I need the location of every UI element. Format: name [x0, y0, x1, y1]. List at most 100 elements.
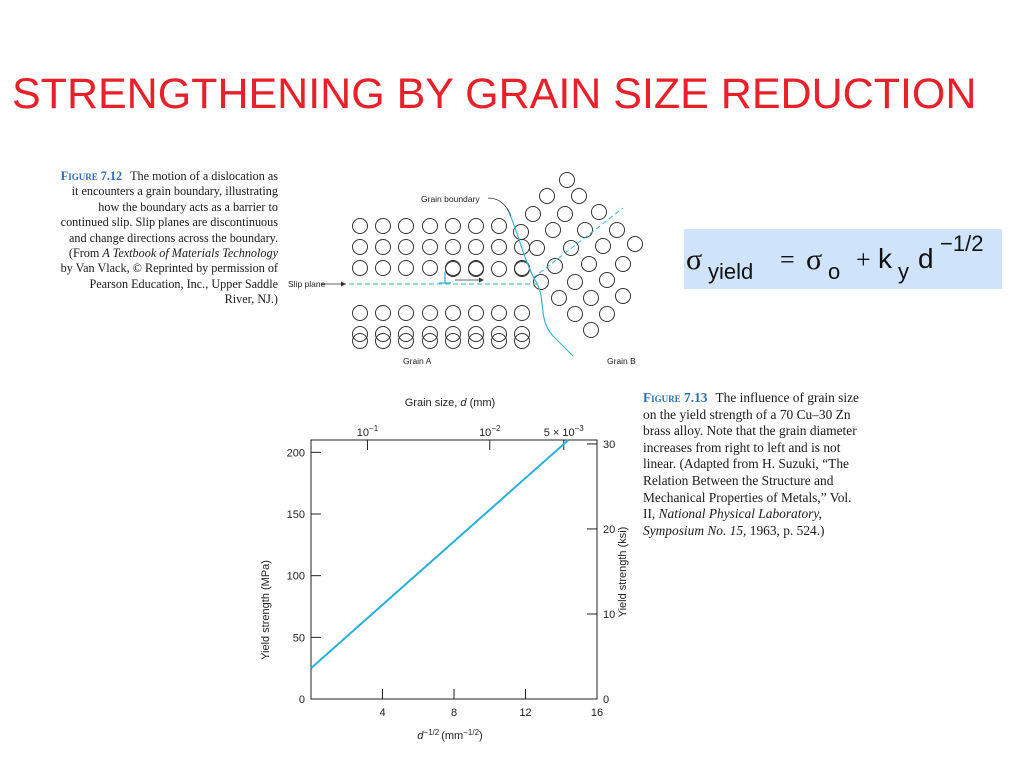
- atom: [545, 222, 561, 238]
- atom: [491, 218, 507, 234]
- atom: [491, 326, 507, 342]
- caption-line: by Van Vlack, © Reprinted by permission …: [60, 261, 278, 276]
- grain-b-atoms: [513, 172, 643, 338]
- atom: [375, 218, 391, 234]
- y2-tick-label: 30: [603, 439, 615, 451]
- caption-book-title: A Textbook of Materials Technology: [102, 246, 278, 261]
- atom: [398, 333, 414, 349]
- top-tick-label: 10−1: [357, 424, 379, 439]
- atom: [445, 260, 461, 276]
- y2-tick-label: 20: [603, 524, 615, 536]
- atom: [375, 333, 391, 349]
- atom: [445, 326, 461, 342]
- atom: [468, 333, 484, 349]
- y-tick-label: 150: [287, 509, 305, 521]
- figure-label: Figure 7.13: [643, 390, 708, 405]
- atom: [352, 333, 368, 349]
- y2-axis-label: Yield strength (ksi): [617, 527, 629, 618]
- atom: [468, 260, 484, 276]
- grain-a-label: Grain A: [403, 356, 432, 366]
- arrow-head-icon: [341, 281, 346, 287]
- boundary-pointer: [487, 197, 512, 217]
- atom: [468, 239, 484, 255]
- atom: [445, 305, 461, 321]
- atom: [398, 326, 414, 342]
- atom: [551, 290, 567, 306]
- atom: [514, 305, 530, 321]
- atom: [599, 306, 615, 322]
- k-symbol: k: [878, 243, 892, 274]
- atom: [352, 305, 368, 321]
- atom: [422, 305, 438, 321]
- grain-b-label: Grain B: [607, 356, 636, 366]
- caption-line: it encounters a grain boundary, illustra…: [71, 184, 278, 199]
- caption-line: how the boundary acts as a barrier to: [98, 199, 278, 214]
- atom: [398, 218, 414, 234]
- x-tick-label: 16: [591, 707, 603, 719]
- x-tick-label: 12: [519, 707, 531, 719]
- atom: [422, 326, 438, 342]
- atom: [615, 256, 631, 272]
- atom: [533, 274, 549, 290]
- sigma-symbol: σ: [806, 243, 823, 276]
- atom: [567, 274, 583, 290]
- figure-label: Figure 7.12: [60, 169, 123, 183]
- exponent: −1/2: [940, 231, 984, 256]
- atom: [352, 326, 368, 342]
- slide-title: STRENGTHENING BY GRAIN SIZE REDUCTION: [12, 70, 977, 118]
- atom: [609, 222, 625, 238]
- atom: [422, 333, 438, 349]
- x-tick-label: 8: [451, 707, 457, 719]
- caption-line: The motion of a dislocation as: [130, 169, 278, 183]
- subscript-y: y: [898, 259, 909, 284]
- atom: [468, 218, 484, 234]
- atom: [398, 239, 414, 255]
- atom: [591, 204, 607, 220]
- atom: [445, 333, 461, 349]
- equals-sign: =: [780, 245, 795, 274]
- caption-line: and change directions across the boundar…: [68, 230, 278, 245]
- dislocation-symbol: [439, 272, 451, 284]
- atom: [375, 305, 391, 321]
- figure-7-13-caption: Figure 7.13 The influence of grain size o…: [643, 390, 865, 539]
- y-tick-label: 0: [299, 694, 305, 706]
- subscript-yield: yield: [708, 259, 754, 284]
- yield-strength-series-line: [310, 439, 570, 669]
- sigma-symbol: σ: [686, 243, 703, 276]
- atom: [445, 261, 461, 277]
- atom: [422, 218, 438, 234]
- atom: [513, 224, 529, 240]
- atom: [529, 240, 545, 256]
- atom: [375, 326, 391, 342]
- atom: [398, 260, 414, 276]
- atom: [559, 172, 575, 188]
- y-tick-label: 100: [287, 571, 305, 583]
- atom: [514, 333, 530, 349]
- grain-boundary-diagram: Grain boundary Slip plane Grain A Grain …: [288, 172, 643, 366]
- y-tick-label: 50: [293, 632, 305, 644]
- atom: [352, 239, 368, 255]
- atom: [557, 206, 573, 222]
- equation-box: [684, 229, 1002, 289]
- y-tick-label: 200: [287, 447, 305, 459]
- atom: [422, 239, 438, 255]
- atom: [491, 261, 507, 277]
- atom: [491, 305, 507, 321]
- atom: [571, 188, 587, 204]
- atom: [491, 239, 507, 255]
- atom: [468, 261, 484, 277]
- plus-sign: +: [856, 245, 871, 274]
- atom: [525, 206, 541, 222]
- atom: [583, 322, 599, 338]
- atom: [398, 305, 414, 321]
- subscript-o: o: [828, 259, 841, 284]
- atom: [599, 272, 615, 288]
- atom: [577, 222, 593, 238]
- d-symbol: d: [918, 243, 934, 274]
- atom: [468, 305, 484, 321]
- atom: [352, 260, 368, 276]
- grain-a-atoms: [352, 218, 530, 349]
- grain-boundary-line: [506, 207, 574, 357]
- figure-7-12-caption: Figure 7.12 The motion of a dislocation a…: [28, 169, 278, 308]
- arrow-head-icon: [479, 277, 484, 283]
